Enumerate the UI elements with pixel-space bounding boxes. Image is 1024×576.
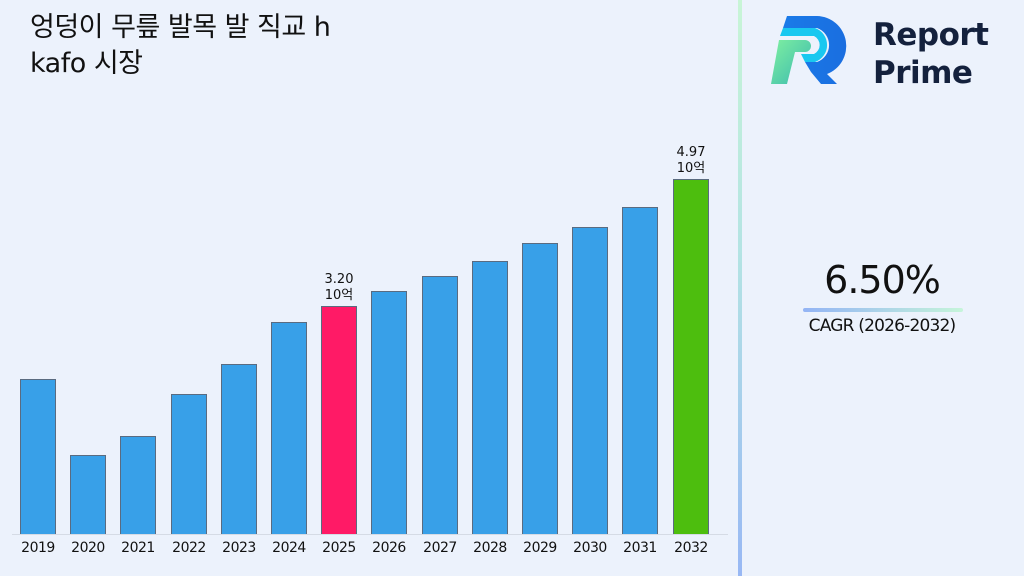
cagr-underline [803, 308, 963, 312]
x-tick-label: 2032 [674, 540, 708, 556]
x-tick-label: 2021 [121, 540, 155, 556]
cagr-label: CAGR (2026-2032) [808, 316, 957, 336]
x-tick-label: 2023 [222, 540, 256, 556]
x-tick-label: 2031 [623, 540, 657, 556]
bar-2019 [20, 379, 56, 534]
brand-name-line-1: Report [873, 17, 989, 53]
bar-2025 [321, 306, 357, 534]
x-tick-label: 2030 [573, 540, 607, 556]
x-tick-label: 2026 [372, 540, 406, 556]
bar-2030 [572, 227, 608, 534]
bar-2021 [120, 436, 156, 534]
bar-2032 [673, 179, 709, 534]
brand-name: Report Prime [873, 16, 989, 92]
bar-2031 [622, 207, 658, 534]
x-tick-label: 2027 [423, 540, 457, 556]
x-tick-label: 2025 [322, 540, 356, 556]
panel-divider [738, 0, 742, 576]
x-axis-baseline [12, 534, 728, 535]
bar-2022 [171, 394, 207, 534]
x-tick-label: 2022 [172, 540, 206, 556]
bar-2023 [221, 364, 257, 534]
bar-value-label: 3.20 10억 [324, 272, 354, 303]
brand-name-line-2: Prime [873, 55, 973, 91]
report-prime-logo: Report Prime [765, 12, 1015, 92]
chart-title-line-2: kafo 시장 [30, 48, 143, 79]
bar-2020 [70, 455, 106, 534]
bar-2024 [271, 322, 307, 534]
bar-value-label: 4.97 10억 [676, 145, 706, 176]
x-tick-label: 2024 [272, 540, 306, 556]
bar-2029 [522, 243, 558, 534]
chart-title-line-1: 엉덩이 무릎 발목 발 직교 h [30, 12, 331, 43]
x-tick-label: 2028 [473, 540, 507, 556]
bar-2027 [422, 276, 458, 534]
x-tick-label: 2020 [71, 540, 105, 556]
chart-title: 엉덩이 무릎 발목 발 직교 h kafo 시장 [30, 10, 450, 82]
report-prime-r-logo-icon [771, 16, 847, 84]
bar-2028 [472, 261, 508, 534]
x-tick-label: 2019 [21, 540, 55, 556]
bar-chart: 2019 2020 2021 2022 2023 2024 2025 3.20 10억 2026 2… [12, 145, 728, 556]
cagr-value: 6.50% [824, 258, 941, 302]
bar-2026 [371, 291, 407, 534]
x-tick-label: 2029 [523, 540, 557, 556]
